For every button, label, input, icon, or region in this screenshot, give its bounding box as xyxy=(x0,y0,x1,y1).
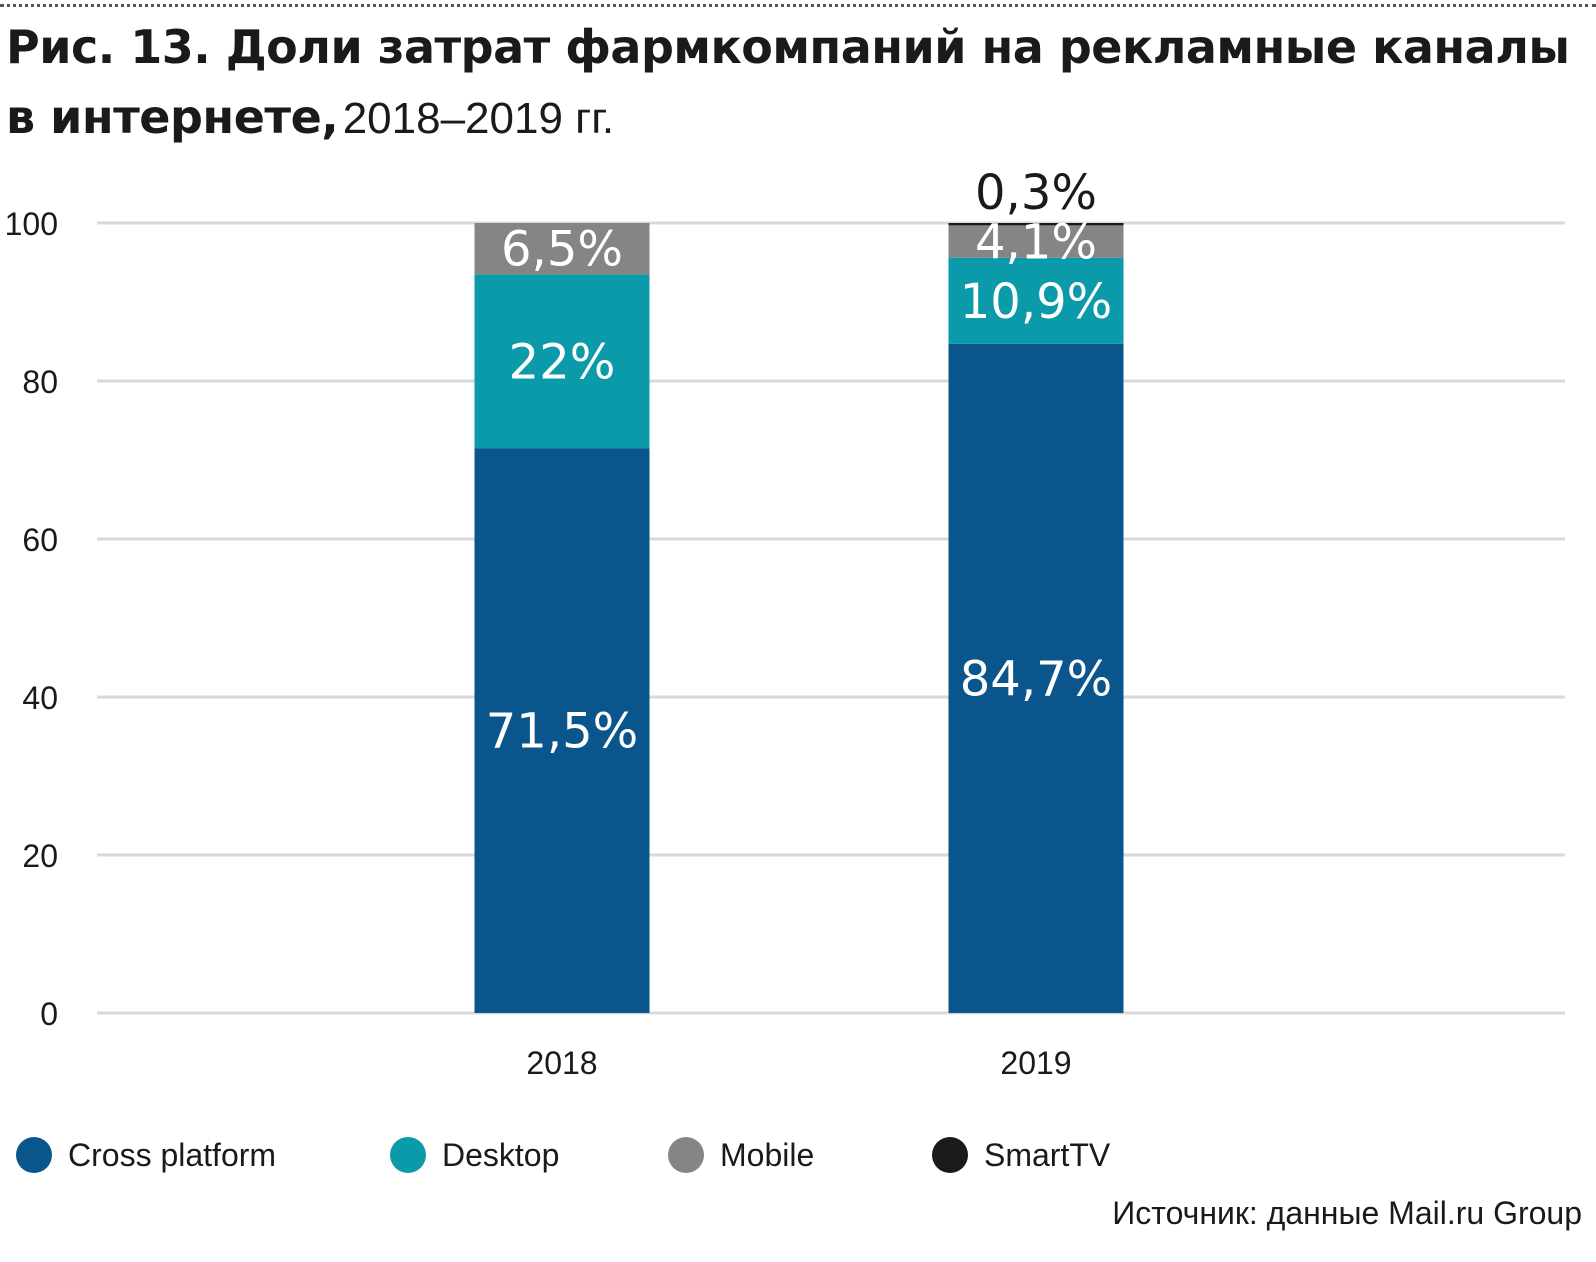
data-label: 6,5% xyxy=(501,222,623,278)
labels-layer: 71,5% 22% 6,5% 84,7% 10,9%4,1%0,3% xyxy=(486,165,1112,760)
y-tick-label: 80 xyxy=(22,364,58,400)
bar-segment xyxy=(474,223,650,275)
legend-swatch xyxy=(390,1137,426,1173)
y-tick-label: 100 xyxy=(5,206,58,242)
stacked-bar-chart: 0 20 40 60 80 100 2018 2019 71,5% 22% 6,5% 84,7% 10… xyxy=(5,165,1565,1081)
bars-layer xyxy=(474,223,1124,1013)
chart-title: Рис. 13. Доли затрат фармкомпаний на рек… xyxy=(6,18,1586,158)
legend-label: SmartTV xyxy=(984,1136,1111,1173)
legend-item: Desktop xyxy=(390,1130,559,1180)
y-tick-label: 40 xyxy=(22,680,58,716)
title-bold-line2: в интернете, xyxy=(6,90,339,144)
legend-item: SmartTV xyxy=(932,1130,1110,1180)
top-dotted-rule xyxy=(0,4,1596,7)
data-label: 4,1% xyxy=(975,215,1097,271)
legend-swatch xyxy=(932,1137,968,1173)
legend-label: Cross platform xyxy=(68,1136,277,1173)
y-tick-label: 0 xyxy=(40,996,58,1032)
x-tick-label: 2019 xyxy=(1000,1045,1071,1081)
data-label: 10,9% xyxy=(960,274,1112,330)
bar-segment xyxy=(474,448,650,1013)
data-label: 0,3% xyxy=(975,165,1097,221)
title-bold-line1: Рис. 13. Доли затрат фармкомпаний на рек… xyxy=(6,20,1570,74)
bar-segment xyxy=(948,225,1124,258)
title-years: 2018–2019 гг. xyxy=(342,94,615,143)
bar-segment xyxy=(948,223,1124,226)
y-tick-label: 60 xyxy=(22,522,58,558)
data-label: 22% xyxy=(509,334,616,390)
legend-item: Cross platform xyxy=(16,1130,276,1180)
x-tick-label: 2018 xyxy=(526,1045,597,1081)
bar-segment xyxy=(474,274,650,449)
legend-item: Mobile xyxy=(668,1130,814,1180)
legend-label: Desktop xyxy=(442,1136,560,1173)
data-label: 84,7% xyxy=(960,651,1112,707)
y-tick-label: 20 xyxy=(22,838,58,874)
bar-segment xyxy=(948,343,1124,1013)
legend-swatch xyxy=(668,1137,704,1173)
legend-swatch xyxy=(16,1137,52,1173)
legend: Cross platform Desktop Mobile SmartTV xyxy=(0,1130,1596,1180)
bar-segment xyxy=(948,257,1124,344)
source-note: Источник: данные Mail.ru Group xyxy=(1112,1195,1582,1231)
grid-layer: 0 20 40 60 80 100 2018 2019 xyxy=(5,206,1565,1081)
legend-label: Mobile xyxy=(720,1136,815,1173)
data-label: 71,5% xyxy=(486,704,638,760)
